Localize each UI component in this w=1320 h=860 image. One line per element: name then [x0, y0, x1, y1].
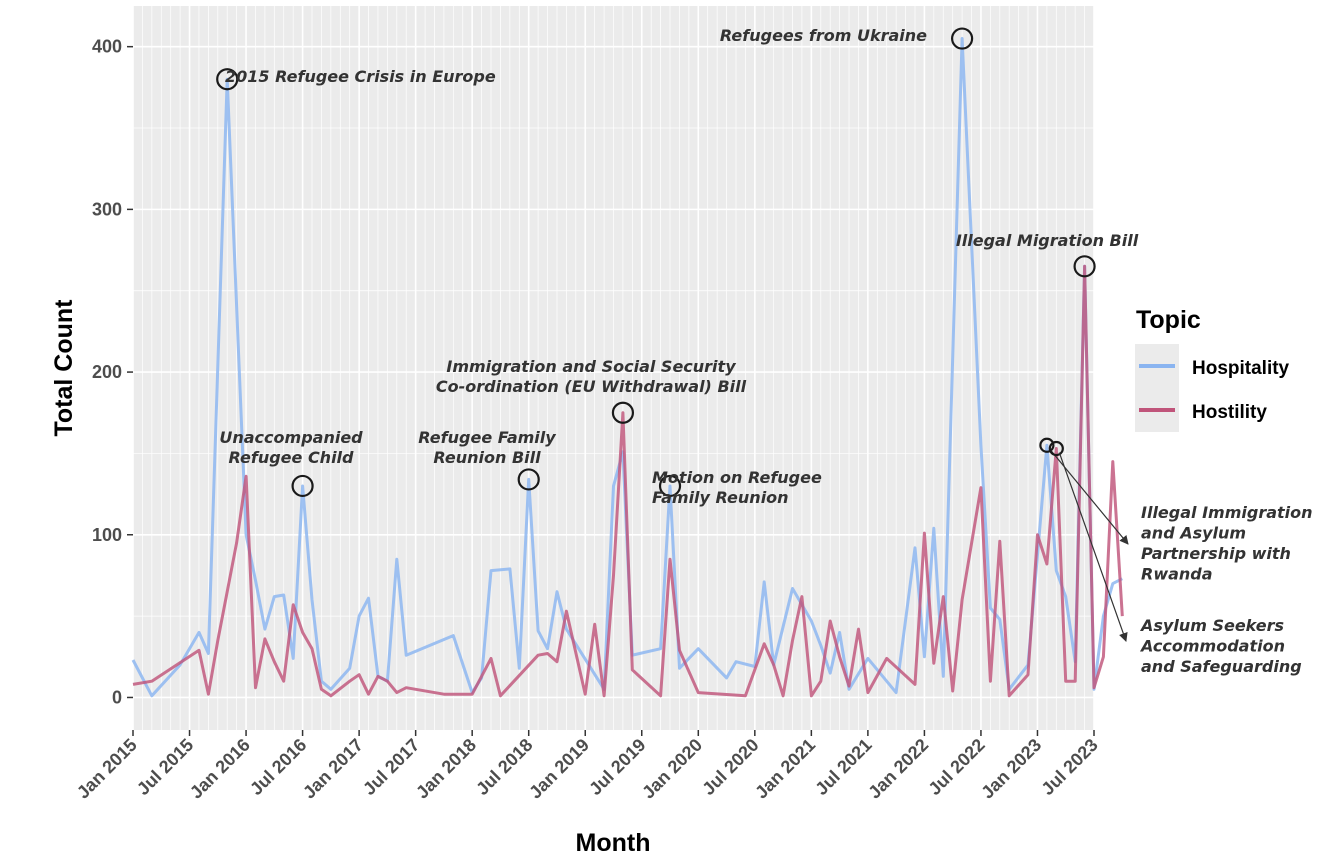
annotation-label: Unaccompanied — [219, 428, 363, 447]
annotation-label: Partnership with — [1141, 544, 1291, 563]
annotation-circle — [658, 474, 682, 498]
x-tick-label: Jan 2023 — [977, 735, 1045, 803]
y-axis: 0 100 200 300 400 — [92, 37, 133, 707]
series-layer — [131, 37, 1124, 698]
annotation-label: Refugee Child — [228, 448, 354, 467]
annotation-arrow — [1058, 452, 1128, 642]
y-tick-label: 400 — [92, 37, 122, 57]
y-tick-label: 300 — [92, 199, 122, 219]
annotation-circle — [517, 468, 540, 491]
x-axis-title: Month — [576, 829, 651, 857]
legend-title: Topic — [1136, 306, 1201, 334]
x-tick-label: Jan 2021 — [751, 735, 819, 803]
annotation-label: Immigration and Social Security — [446, 357, 736, 376]
annotation-label: Accommodation — [1139, 637, 1285, 656]
legend-label-hospitality: Hospitality — [1192, 358, 1290, 379]
y-tick-label: 100 — [92, 525, 122, 545]
annotation-circle — [1039, 437, 1055, 453]
annotation-label: Illegal Immigration — [1141, 503, 1313, 522]
annotation-label: Refugee Family — [418, 428, 556, 447]
annotation-label: Illegal Migration Bill — [956, 231, 1139, 250]
annotation-circle — [1048, 440, 1064, 457]
annotation-label: and Safeguarding — [1141, 657, 1302, 676]
x-tick-label: Jul 2023 — [1037, 735, 1101, 799]
annotation-label: 2015 Refugee Crisis in Europe — [225, 67, 496, 86]
x-tick-label: Jan 2017 — [299, 735, 367, 803]
legend-key-background — [1135, 344, 1179, 432]
x-tick-label: Jan 2015 — [73, 735, 141, 803]
annotation-label: Rwanda — [1141, 565, 1213, 584]
x-tick-label: Jan 2019 — [525, 735, 593, 803]
legend: Topic Hospitality Hostility — [1135, 306, 1290, 432]
annotation-label: and Asylum — [1141, 524, 1246, 543]
x-tick-label: Jan 2020 — [638, 735, 706, 803]
annotation-circle — [291, 474, 314, 498]
legend-label-hostility: Hostility — [1192, 402, 1267, 423]
annotation-label: Asylum Seekers — [1139, 616, 1284, 635]
annotation-label: Co-ordination (EU Withdrawal) Bill — [436, 377, 747, 396]
x-tick-label: Jan 2016 — [186, 735, 254, 803]
annotation-circle — [1073, 255, 1096, 278]
y-axis-title: Total Count — [50, 299, 78, 437]
annotation-circle — [216, 68, 239, 91]
series-line-hostility — [132, 264, 1124, 698]
annotation-label: Reunion Bill — [433, 448, 541, 467]
y-tick-label: 200 — [92, 362, 122, 382]
annotation-circle — [950, 27, 974, 50]
annotation-circle — [611, 401, 635, 424]
annotation-layer: 2015 Refugee Crisis in Europe Unaccompani… — [216, 26, 1313, 676]
annotation-arrow — [1049, 448, 1129, 545]
x-tick-label: Jan 2022 — [864, 735, 932, 803]
annotation-label: Motion on Refugee — [652, 468, 822, 487]
annotation-label: Refugees from Ukraine — [720, 26, 927, 45]
y-tick-label: 0 — [112, 687, 122, 707]
x-tick-label: Jan 2018 — [412, 735, 480, 803]
annotation-label: Family Reunion — [652, 488, 789, 507]
